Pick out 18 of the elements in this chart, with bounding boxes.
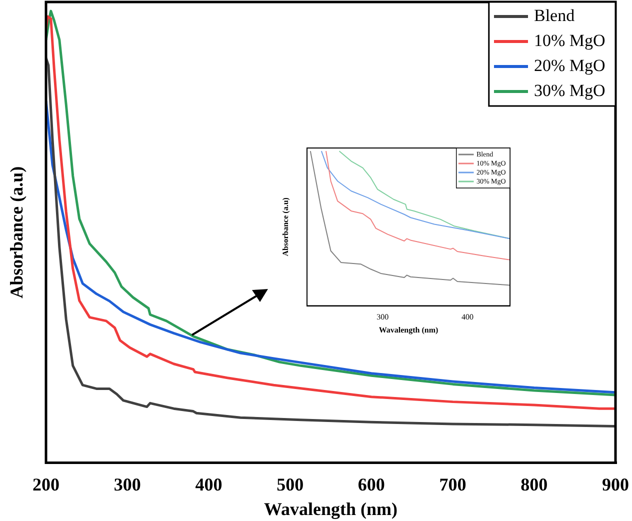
x-tick-label: 700 [439, 474, 466, 494]
x-tick-label: 900 [602, 474, 629, 494]
x-tick-label: 400 [195, 474, 222, 494]
x-tick-label: 300 [376, 312, 389, 322]
y-axis-title: Absorbance (a.u) [281, 197, 290, 256]
x-axis-title: Wavalength (nm) [378, 325, 438, 334]
x-tick-label: 800 [520, 474, 548, 494]
legend-label: 10% MgO [534, 30, 606, 50]
x-tick-label: 600 [358, 474, 385, 494]
x-axis-title: Wavalength (nm) [264, 498, 398, 519]
y-axis-title: Absorbance (a.u) [6, 166, 27, 298]
legend-label: Blend [534, 6, 576, 25]
x-tick-label: 500 [276, 474, 304, 494]
x-tick-label: 300 [114, 474, 141, 494]
x-tick-label: 400 [462, 312, 474, 322]
legend-label: 20% MgO [534, 56, 606, 75]
x-tick-label: 200 [32, 474, 60, 494]
legend-label: 30% MgO [534, 80, 606, 100]
